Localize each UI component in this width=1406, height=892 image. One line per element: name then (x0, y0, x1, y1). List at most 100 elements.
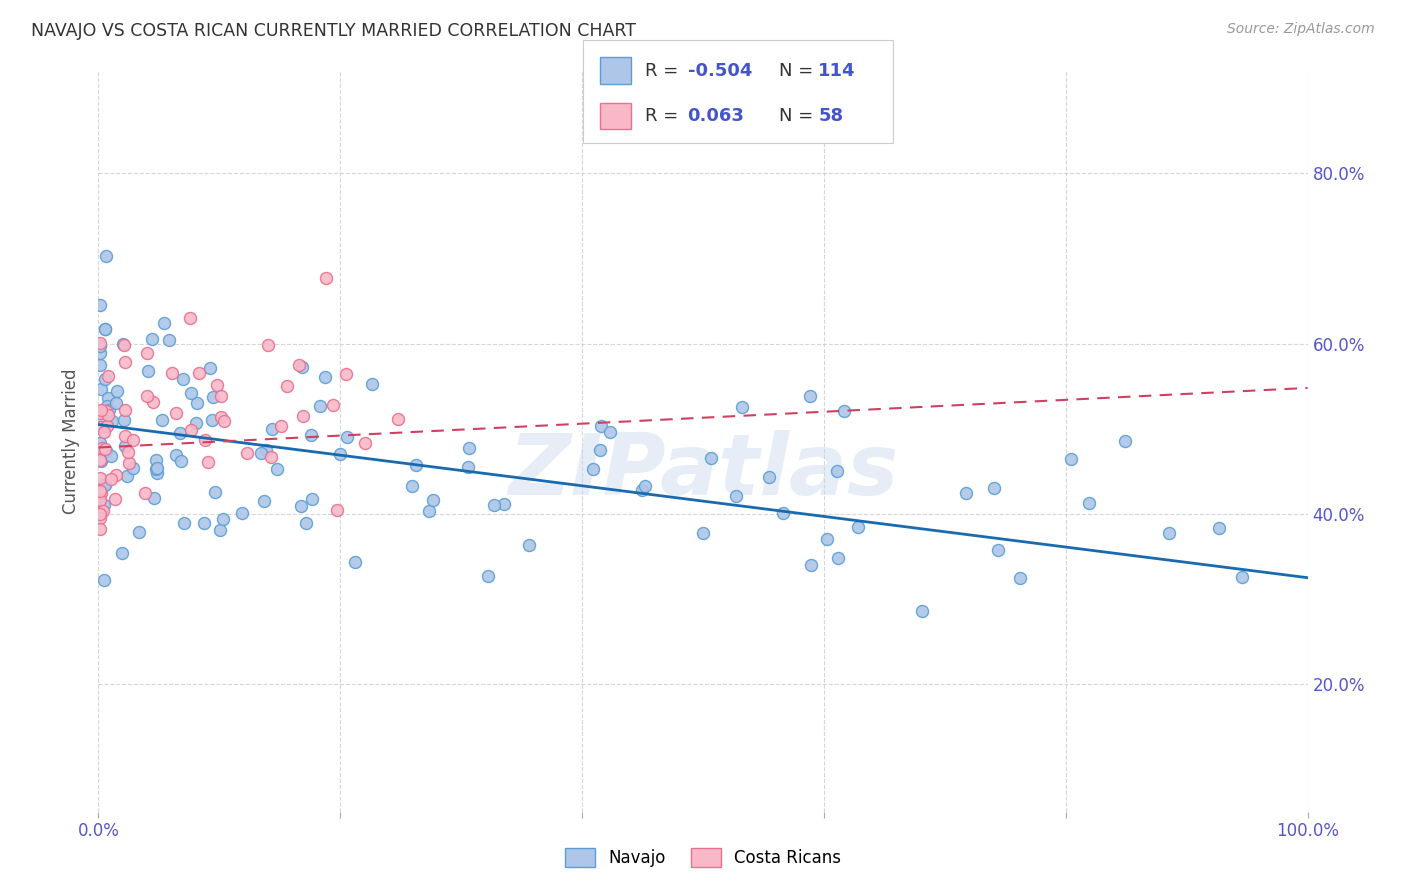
Point (1157, 526, 1180, 541)
Point (118, 456, 141, 470)
Point (731, 400, 754, 414)
Point (136, 388, 159, 402)
Point (987, 542, 1010, 557)
Point (201, 412, 224, 426)
Point (581, 462, 603, 476)
Point (336, 430, 359, 444)
Point (94, 321, 117, 335)
Point (114, 355, 136, 369)
Point (589, 442, 612, 457)
Point (983, 481, 1005, 495)
Point (314, 369, 336, 384)
Point (89, 453, 111, 467)
Point (180, 423, 202, 437)
Point (291, 409, 314, 423)
Point (290, 499, 312, 513)
Point (96, 399, 118, 413)
Point (599, 425, 621, 440)
Point (114, 439, 136, 453)
Text: NAVAJO VS COSTA RICAN CURRENTLY MARRIED CORRELATION CHART: NAVAJO VS COSTA RICAN CURRENTLY MARRIED … (31, 22, 636, 40)
Point (212, 414, 235, 428)
Point (94, 404, 117, 418)
Point (260, 421, 283, 435)
Point (692, 525, 714, 540)
Point (799, 389, 821, 403)
Point (418, 503, 440, 517)
Point (825, 464, 848, 478)
Text: 58: 58 (818, 107, 844, 125)
Point (104, 492, 127, 507)
Point (401, 478, 423, 492)
Text: N =: N = (779, 107, 818, 125)
Point (211, 512, 233, 526)
Point (112, 412, 135, 426)
Point (89, 336, 111, 351)
Point (344, 555, 367, 569)
Point (112, 338, 135, 352)
Point (322, 398, 344, 412)
Point (800, 558, 823, 572)
Point (165, 406, 187, 420)
Point (145, 462, 167, 476)
Point (89, 471, 111, 485)
Point (1010, 571, 1032, 585)
Point (89, 358, 111, 372)
Point (128, 524, 150, 539)
Point (89, 410, 111, 425)
Point (200, 361, 222, 376)
Point (89, 339, 111, 353)
Point (772, 507, 794, 521)
Point (97, 391, 120, 405)
Point (97, 408, 120, 422)
Point (1114, 434, 1136, 449)
Point (93, 477, 115, 491)
Point (89, 297, 111, 311)
Point (335, 367, 357, 381)
Point (209, 389, 232, 403)
Point (405, 458, 427, 472)
Point (1230, 570, 1253, 584)
Point (93, 504, 115, 518)
Point (477, 568, 499, 582)
Point (484, 498, 506, 512)
Point (955, 486, 977, 500)
Point (329, 447, 352, 461)
Point (96, 418, 118, 433)
Point (89, 435, 111, 450)
Point (387, 412, 409, 426)
Point (100, 414, 122, 428)
Point (309, 399, 332, 413)
Point (758, 470, 780, 484)
Point (326, 502, 349, 516)
Point (93, 442, 115, 456)
Point (89, 346, 111, 360)
Point (121, 460, 143, 475)
Point (152, 316, 174, 330)
Point (104, 468, 127, 483)
Point (249, 446, 271, 460)
Point (517, 538, 540, 552)
Point (1077, 496, 1099, 510)
Text: R =: R = (645, 107, 685, 125)
Point (114, 428, 136, 442)
Point (422, 493, 444, 508)
Point (184, 416, 207, 430)
Point (235, 446, 257, 460)
Point (170, 453, 193, 467)
Point (202, 390, 225, 404)
Text: 0.063: 0.063 (688, 107, 744, 125)
Point (117, 445, 139, 459)
Point (209, 410, 232, 425)
Point (360, 376, 382, 391)
Point (90, 403, 112, 417)
Point (143, 491, 166, 506)
Point (97, 369, 120, 384)
Point (294, 516, 316, 530)
Point (98, 403, 121, 417)
Text: R =: R = (645, 62, 685, 80)
Point (90, 420, 112, 434)
Point (89, 510, 111, 524)
Point (89, 503, 111, 517)
Point (291, 359, 314, 374)
Point (93, 425, 115, 440)
